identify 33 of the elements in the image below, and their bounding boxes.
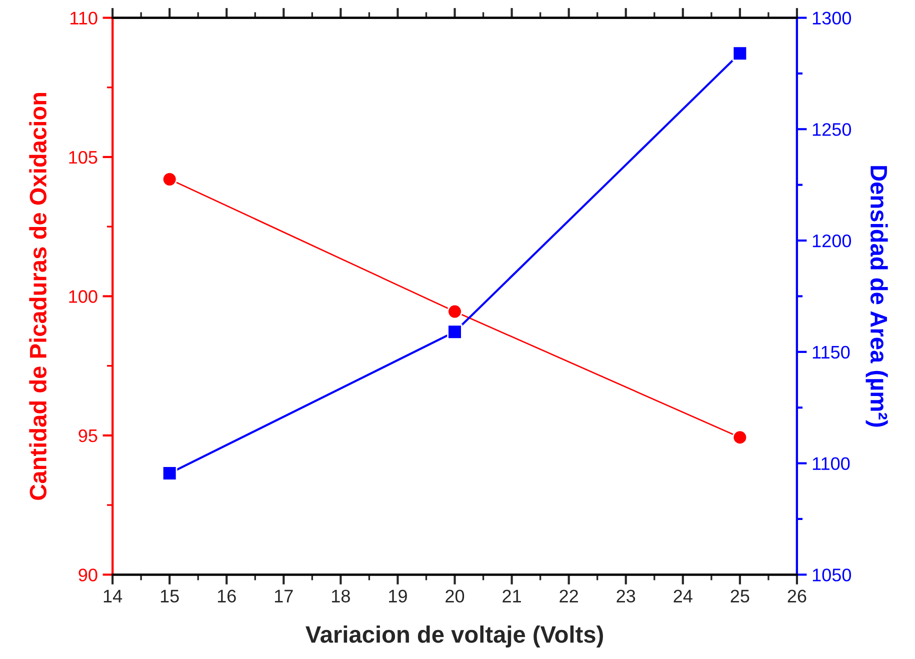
x-tick-label: 15 xyxy=(160,590,179,602)
x-tick-label: 26 xyxy=(788,590,806,602)
x-tick-label: 23 xyxy=(616,590,636,602)
point xyxy=(447,324,462,340)
y-tick-label: 110 xyxy=(70,12,98,25)
y2-tick-label: 1250 xyxy=(812,123,852,136)
point xyxy=(732,46,748,62)
y2-tick-label: 1050 xyxy=(812,568,852,582)
y-tick-label: 100 xyxy=(69,290,98,303)
x-tick-label: 22 xyxy=(560,590,578,602)
y-axis-title: Cantidad de Picaduras de Oxidacion xyxy=(29,92,47,500)
point xyxy=(162,172,178,187)
point xyxy=(162,466,178,481)
point xyxy=(447,304,462,320)
y-tick-label: 105 xyxy=(69,150,98,164)
x-tick-label: 16 xyxy=(218,590,236,602)
x-tick-label: 18 xyxy=(332,590,350,602)
x-tick-label: 19 xyxy=(389,590,407,602)
y-tick-label: 90 xyxy=(78,568,98,582)
point xyxy=(732,430,748,446)
y2-tick-label: 1150 xyxy=(812,346,850,359)
x-tick-label: 21 xyxy=(502,590,521,602)
y2-tick-label: 1200 xyxy=(812,234,852,248)
y2-tick-label: 1300 xyxy=(812,12,852,25)
x-tick-label: 14 xyxy=(104,590,122,602)
y-tick-label: 95 xyxy=(78,429,98,442)
x-tick-label: 20 xyxy=(446,590,464,602)
x-axis-title: Variacion de voltaje (Volts) xyxy=(306,626,603,648)
x-tick-label: 17 xyxy=(274,590,293,602)
y2-tick-label: 1100 xyxy=(812,457,850,470)
x-tick-label: 24 xyxy=(674,590,692,602)
y2-axis-title: Densidad de Area (µm²) xyxy=(866,166,888,427)
x-tick-label: 25 xyxy=(730,590,750,602)
